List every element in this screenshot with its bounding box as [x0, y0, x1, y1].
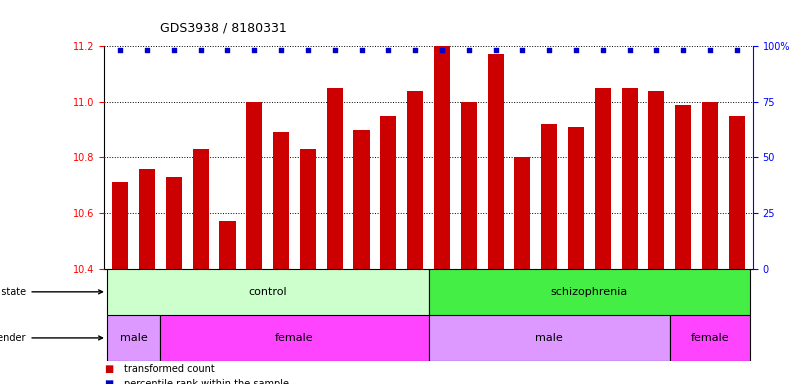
Text: female: female	[690, 333, 730, 343]
Point	[516, 47, 529, 53]
Bar	[729, 116, 745, 269]
Bar	[595, 88, 611, 269]
Text: male: male	[119, 333, 147, 343]
Bar	[139, 169, 155, 269]
Point	[355, 47, 368, 53]
Point	[114, 47, 127, 53]
Text: ■: ■	[104, 364, 114, 374]
Bar	[541, 124, 557, 269]
Bar	[675, 104, 691, 269]
Point	[275, 47, 288, 53]
Bar	[273, 132, 289, 269]
Text: disease state: disease state	[0, 287, 103, 297]
Point	[328, 47, 341, 53]
Bar	[429, 315, 670, 361]
Point	[543, 47, 556, 53]
Bar	[300, 149, 316, 269]
Bar	[488, 55, 504, 269]
Point	[650, 47, 663, 53]
Bar	[407, 91, 423, 269]
Point	[194, 47, 207, 53]
Text: gender: gender	[0, 333, 103, 343]
Point	[167, 47, 180, 53]
Bar	[429, 269, 751, 315]
Bar	[568, 127, 584, 269]
Text: control: control	[248, 287, 287, 297]
Bar	[702, 102, 718, 269]
Bar	[380, 116, 396, 269]
Text: schizophrenia: schizophrenia	[551, 287, 628, 297]
Text: ■: ■	[104, 379, 114, 384]
Bar	[648, 91, 665, 269]
Point	[409, 47, 421, 53]
Point	[570, 47, 582, 53]
Bar	[670, 315, 751, 361]
Point	[301, 47, 314, 53]
Text: GDS3938 / 8180331: GDS3938 / 8180331	[160, 22, 287, 35]
Bar	[192, 149, 209, 269]
Point	[597, 47, 610, 53]
Point	[731, 47, 743, 53]
Text: transformed count: transformed count	[124, 364, 215, 374]
Text: female: female	[276, 333, 314, 343]
Bar	[327, 88, 343, 269]
Point	[489, 47, 502, 53]
Bar	[461, 102, 477, 269]
Point	[462, 47, 475, 53]
Bar	[112, 182, 128, 269]
Point	[436, 47, 449, 53]
Bar	[160, 315, 429, 361]
Bar	[107, 269, 429, 315]
Bar	[514, 157, 530, 269]
Point	[382, 47, 395, 53]
Bar	[219, 222, 235, 269]
Bar	[107, 315, 160, 361]
Point	[248, 47, 260, 53]
Bar	[166, 177, 182, 269]
Text: percentile rank within the sample: percentile rank within the sample	[124, 379, 289, 384]
Bar	[353, 130, 369, 269]
Point	[141, 47, 154, 53]
Bar	[246, 102, 262, 269]
Point	[221, 47, 234, 53]
Point	[703, 47, 716, 53]
Point	[623, 47, 636, 53]
Text: male: male	[535, 333, 563, 343]
Bar	[622, 88, 638, 269]
Point	[677, 47, 690, 53]
Bar	[434, 46, 450, 269]
